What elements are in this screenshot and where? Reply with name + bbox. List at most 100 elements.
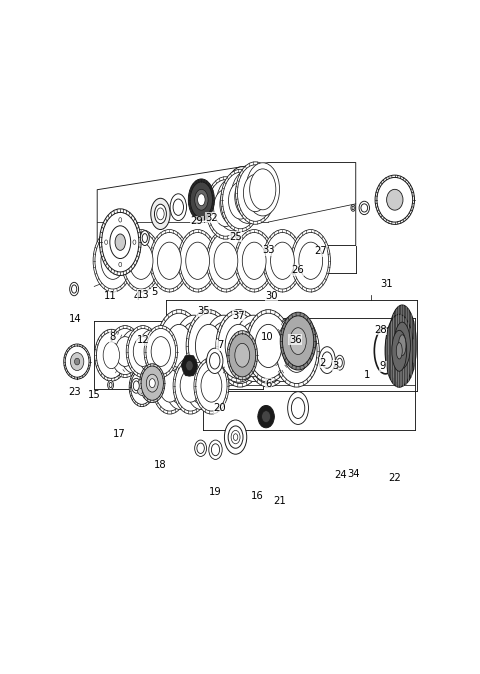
Ellipse shape <box>246 162 279 216</box>
Ellipse shape <box>190 368 213 404</box>
Ellipse shape <box>282 316 314 367</box>
Ellipse shape <box>74 358 80 365</box>
Text: 3: 3 <box>332 361 338 371</box>
Text: 25: 25 <box>229 232 242 242</box>
Text: 7: 7 <box>217 340 223 350</box>
Ellipse shape <box>128 328 158 375</box>
Ellipse shape <box>263 230 302 292</box>
Ellipse shape <box>157 242 181 279</box>
Text: 17: 17 <box>112 429 125 439</box>
Ellipse shape <box>208 180 243 236</box>
Ellipse shape <box>182 355 197 376</box>
Ellipse shape <box>227 329 253 372</box>
Ellipse shape <box>102 212 139 272</box>
Ellipse shape <box>268 423 271 427</box>
Ellipse shape <box>103 342 120 369</box>
Ellipse shape <box>179 322 209 369</box>
Ellipse shape <box>385 314 413 388</box>
Ellipse shape <box>108 381 114 390</box>
Ellipse shape <box>352 206 354 210</box>
Ellipse shape <box>137 379 147 396</box>
Ellipse shape <box>197 443 204 454</box>
Ellipse shape <box>140 231 149 245</box>
Text: 5: 5 <box>152 287 158 297</box>
Text: 12: 12 <box>137 336 150 345</box>
Text: 31: 31 <box>380 279 393 289</box>
Text: 13: 13 <box>137 290 150 300</box>
Ellipse shape <box>142 234 147 243</box>
Ellipse shape <box>283 329 310 372</box>
Ellipse shape <box>258 415 261 419</box>
Ellipse shape <box>149 379 155 388</box>
Ellipse shape <box>377 177 413 222</box>
Ellipse shape <box>138 330 166 373</box>
Ellipse shape <box>234 315 273 377</box>
Ellipse shape <box>189 315 234 387</box>
Ellipse shape <box>216 309 261 382</box>
Ellipse shape <box>131 370 153 404</box>
Ellipse shape <box>132 378 141 393</box>
Text: 29: 29 <box>191 216 203 226</box>
Ellipse shape <box>181 363 184 368</box>
Ellipse shape <box>209 322 239 369</box>
Ellipse shape <box>361 204 368 212</box>
Ellipse shape <box>119 262 122 267</box>
Ellipse shape <box>110 226 131 259</box>
Ellipse shape <box>194 357 229 414</box>
Text: 34: 34 <box>348 469 360 479</box>
Ellipse shape <box>175 361 206 411</box>
Ellipse shape <box>178 230 217 292</box>
Ellipse shape <box>229 334 256 377</box>
Ellipse shape <box>65 346 89 377</box>
Ellipse shape <box>206 177 245 239</box>
Ellipse shape <box>101 242 125 279</box>
Ellipse shape <box>173 199 183 216</box>
Ellipse shape <box>231 431 240 443</box>
Ellipse shape <box>170 194 186 220</box>
Text: 22: 22 <box>388 473 401 483</box>
Ellipse shape <box>195 440 206 456</box>
Text: 18: 18 <box>154 460 166 470</box>
Ellipse shape <box>126 326 160 377</box>
Ellipse shape <box>225 324 252 367</box>
Ellipse shape <box>185 371 188 376</box>
Ellipse shape <box>226 166 259 220</box>
Ellipse shape <box>209 440 222 460</box>
Ellipse shape <box>192 371 194 376</box>
Ellipse shape <box>95 233 131 289</box>
Ellipse shape <box>141 366 163 400</box>
Ellipse shape <box>263 320 302 381</box>
Ellipse shape <box>271 242 294 279</box>
Ellipse shape <box>396 342 402 359</box>
Ellipse shape <box>236 162 275 224</box>
Ellipse shape <box>227 331 258 380</box>
Ellipse shape <box>261 406 264 410</box>
Ellipse shape <box>180 233 216 289</box>
Ellipse shape <box>243 175 267 212</box>
Ellipse shape <box>291 230 330 292</box>
Ellipse shape <box>392 330 407 371</box>
Ellipse shape <box>236 233 272 289</box>
Ellipse shape <box>248 318 289 384</box>
Ellipse shape <box>208 233 244 289</box>
Ellipse shape <box>235 177 261 217</box>
Ellipse shape <box>230 174 254 213</box>
Ellipse shape <box>255 329 282 372</box>
Ellipse shape <box>218 313 259 379</box>
Ellipse shape <box>105 240 108 245</box>
Text: 20: 20 <box>214 403 226 413</box>
Ellipse shape <box>248 313 289 379</box>
Text: 37: 37 <box>232 311 245 321</box>
Ellipse shape <box>110 328 140 375</box>
Ellipse shape <box>228 182 252 219</box>
Ellipse shape <box>188 179 215 220</box>
Ellipse shape <box>206 348 223 373</box>
Ellipse shape <box>195 363 198 368</box>
Ellipse shape <box>219 318 261 384</box>
Ellipse shape <box>234 230 274 292</box>
Ellipse shape <box>95 330 128 381</box>
Ellipse shape <box>168 368 192 404</box>
Ellipse shape <box>394 322 410 368</box>
Ellipse shape <box>198 329 225 372</box>
Ellipse shape <box>186 362 216 410</box>
